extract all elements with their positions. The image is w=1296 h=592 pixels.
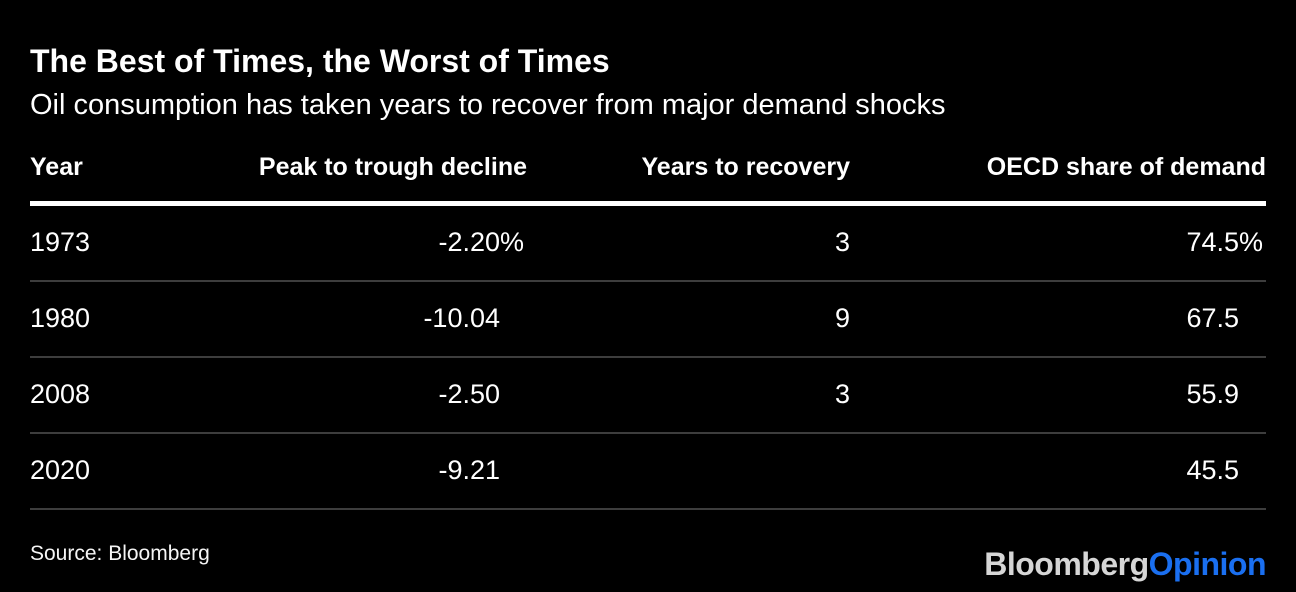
- logo-bloomberg-text: Bloomberg: [984, 546, 1149, 582]
- cell-year: 1980: [30, 303, 91, 334]
- cell-recovery: 3: [834, 379, 850, 410]
- data-table: Year Peak to trough decline Years to rec…: [30, 153, 1266, 510]
- bloomberg-opinion-logo: BloombergOpinion: [984, 548, 1266, 580]
- cell-decline: -9.21: [438, 455, 500, 486]
- cell-oecd: 74.5%: [850, 227, 1266, 258]
- cell-recovery: 9: [834, 303, 850, 334]
- cell-oecd: 45.5: [1186, 455, 1239, 486]
- cell-oecd: 67.5: [1186, 303, 1239, 334]
- table-row: 1980 -10.04 9 67.5: [30, 282, 1266, 358]
- cell-oecd: 55.9: [1186, 379, 1239, 410]
- column-header-oecd: OECD share of demand: [986, 152, 1266, 181]
- cell-year: 2008: [30, 379, 91, 410]
- cell-decline: -10.04: [423, 303, 500, 334]
- cell-decline: -2.50: [438, 379, 500, 410]
- cell-year: 2020: [30, 455, 91, 486]
- table-row: 2020 -9.21 45.5: [30, 434, 1266, 510]
- table-row: 2008 -2.50 3 55.9: [30, 358, 1266, 434]
- column-header-decline: Peak to trough decline: [258, 152, 527, 181]
- chart-footer: Source: Bloomberg BloombergOpinion: [30, 542, 1267, 592]
- cell-recovery: 3: [834, 227, 850, 258]
- cell-year: 1973: [30, 227, 91, 258]
- chart-subtitle: Oil consumption has taken years to recov…: [30, 89, 946, 122]
- cell-decline: -2.20%: [150, 227, 527, 258]
- column-header-recovery: Years to recovery: [641, 152, 850, 181]
- source-note: Source: Bloomberg: [30, 542, 210, 565]
- logo-opinion-text: Opinion: [1148, 546, 1267, 582]
- table-header-row: Year Peak to trough decline Years to rec…: [30, 153, 1266, 206]
- table-row: 1973 -2.20% 3 74.5%: [30, 206, 1266, 282]
- column-header-year: Year: [30, 152, 83, 181]
- chart-title: The Best of Times, the Worst of Times: [30, 43, 610, 79]
- percent-unit: %: [500, 227, 525, 258]
- percent-unit: %: [1239, 227, 1264, 258]
